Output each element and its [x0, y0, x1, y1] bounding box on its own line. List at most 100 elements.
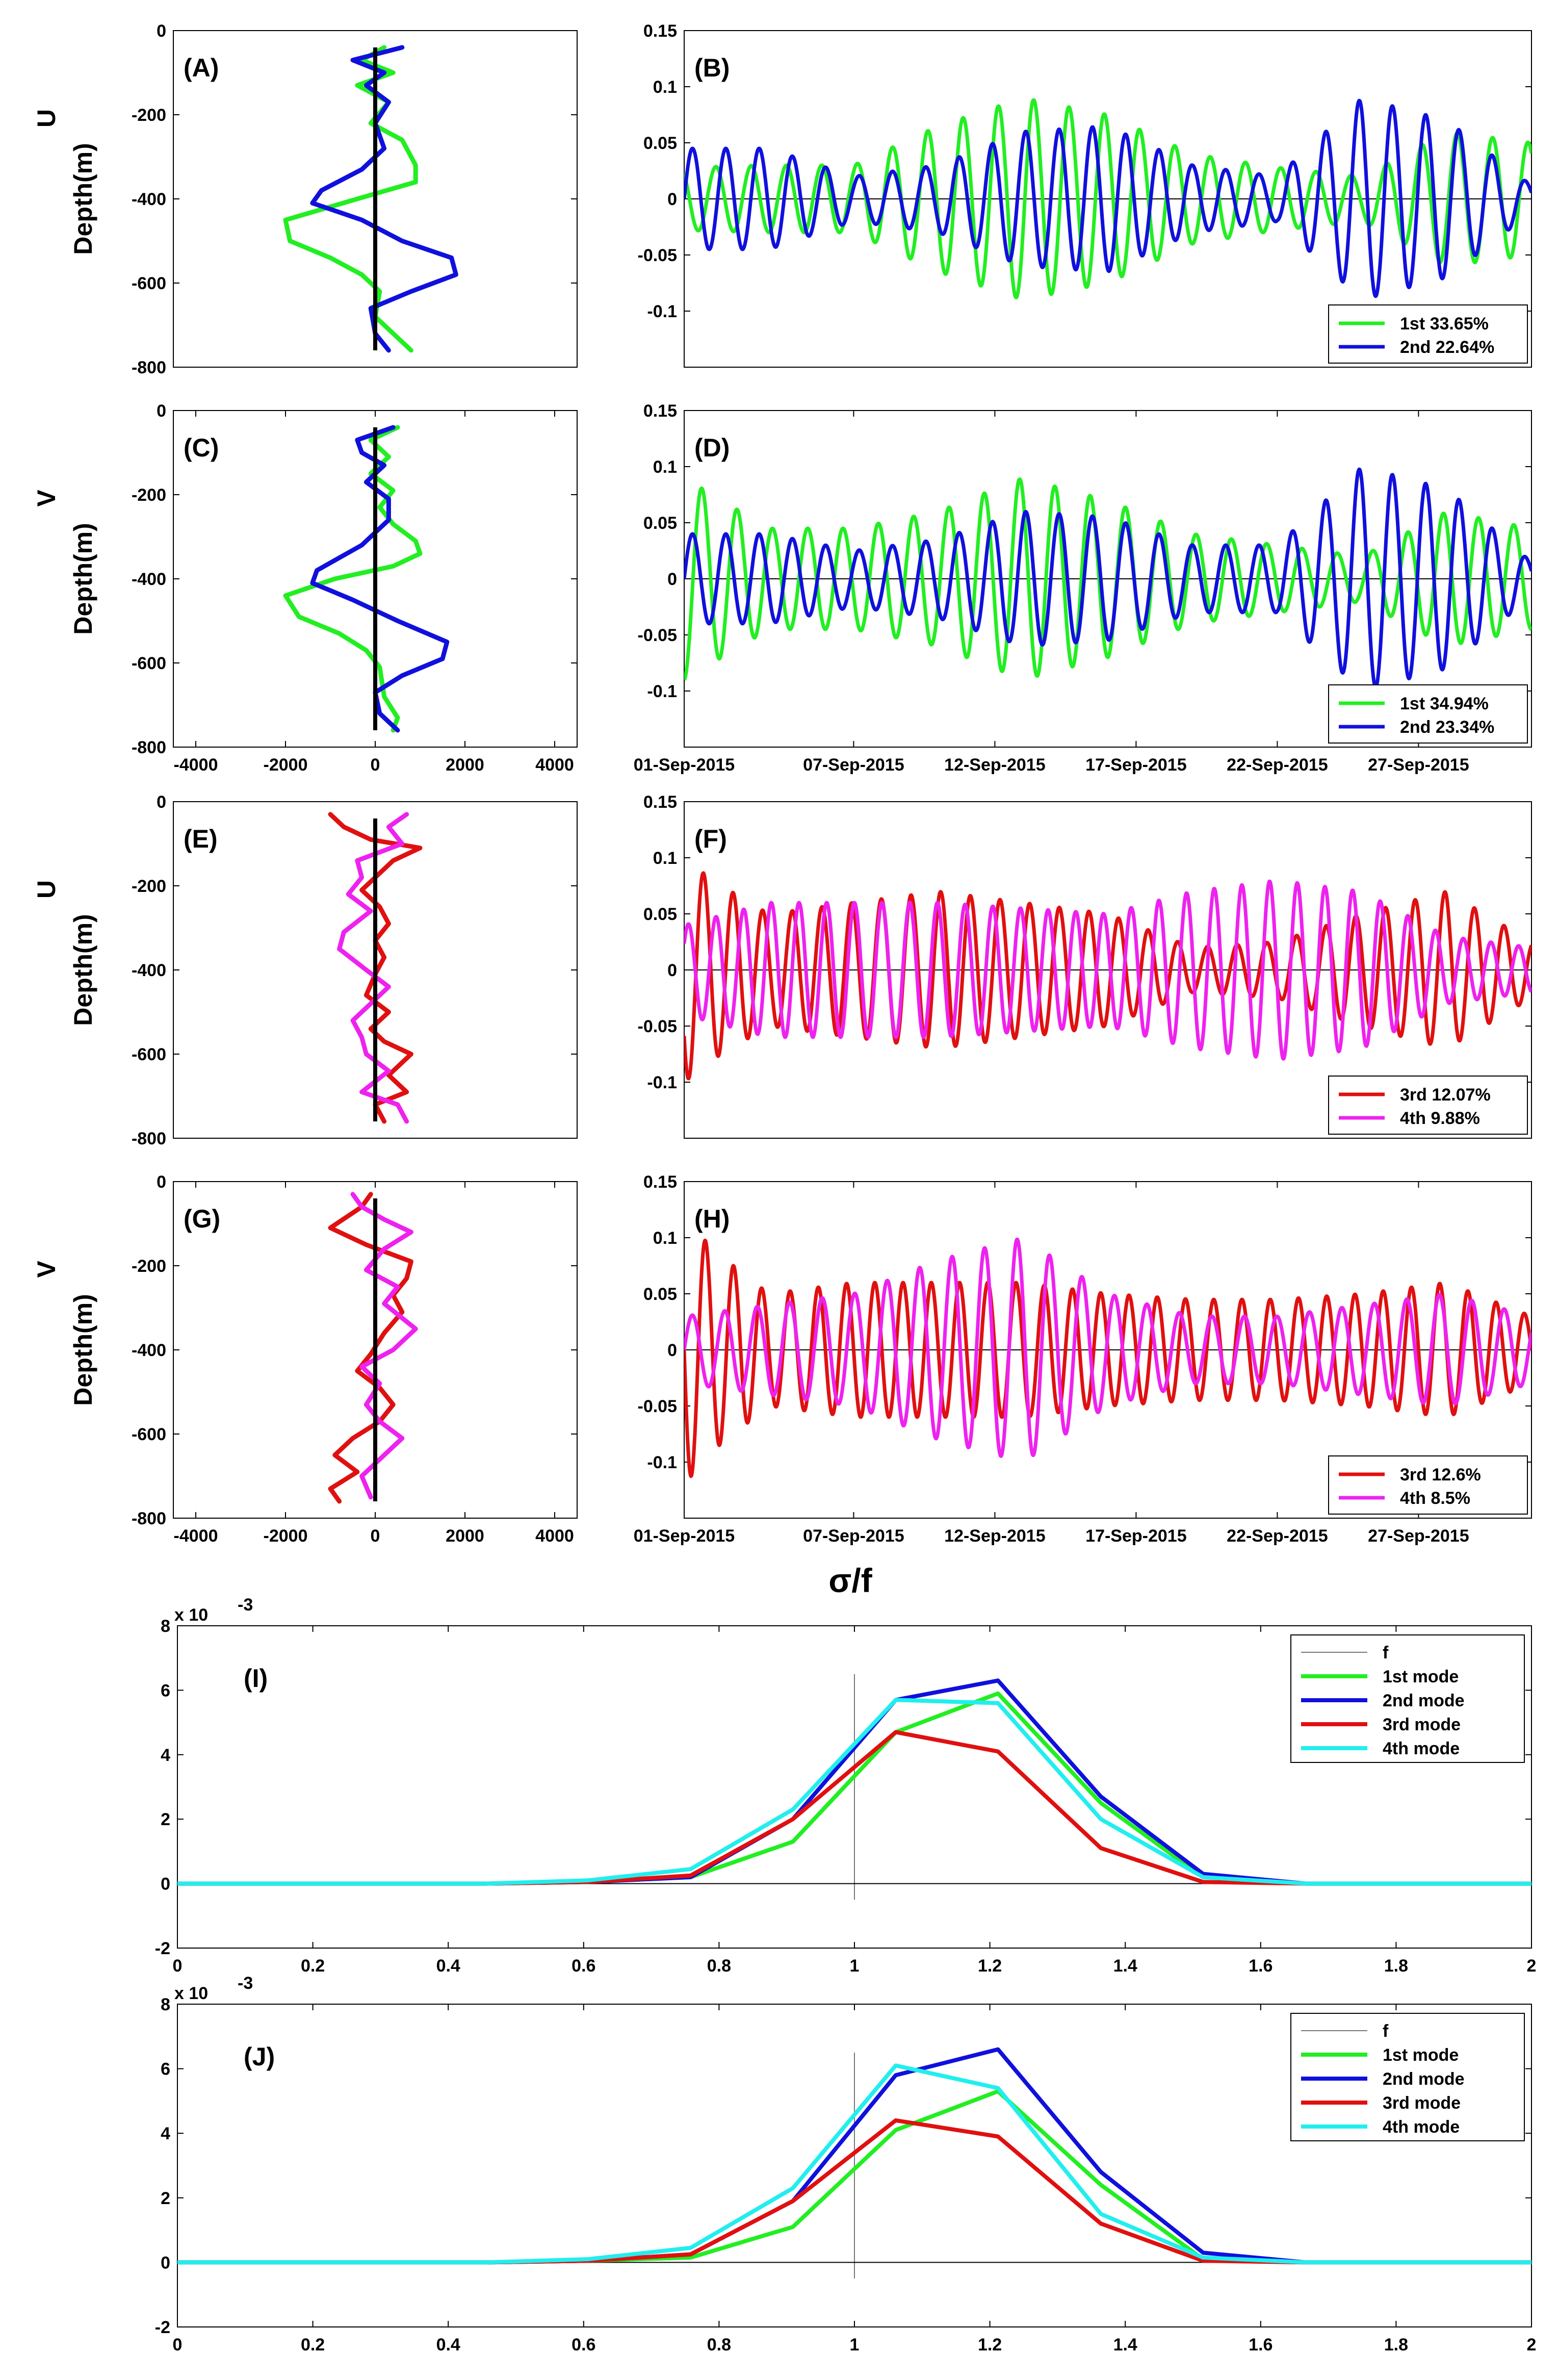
- plot-area: [328, 1192, 418, 1504]
- panel-label: (A): [184, 54, 219, 82]
- y-exponent: -3: [238, 1974, 253, 1993]
- legend-box: [1328, 304, 1528, 364]
- spectrum-line-4th-mode: [177, 1698, 1531, 1886]
- profile-line-1st: [283, 425, 423, 733]
- legend: 3rd 12.6% 4th 8.5%: [1328, 1455, 1528, 1515]
- x-tick-label: 0.6: [572, 2335, 595, 2355]
- y-tick-label: 2: [161, 2189, 170, 2208]
- plot-area: [684, 98, 1531, 299]
- x-tick-label: 01-Sep-2015: [634, 1526, 735, 1546]
- panel-label: (H): [694, 1205, 730, 1233]
- x-tick-label: 0: [371, 1526, 380, 1546]
- x-tick-label: 0: [371, 755, 380, 775]
- y-tick-label: -200: [132, 485, 166, 505]
- series-line-1st: [684, 477, 1531, 681]
- x-tick-label: 12-Sep-2015: [944, 755, 1045, 775]
- panel-e: 0 -200 -400 -600 -800 U Depth(m) (E): [32, 792, 578, 1148]
- y-tick-label: -0.1: [647, 682, 677, 701]
- x-tick-label: 1.2: [978, 2335, 1002, 2355]
- row-label: U: [32, 880, 61, 899]
- y-tick-label: 0.15: [643, 792, 677, 812]
- y-tick-label: 2: [161, 1810, 170, 1829]
- x-tick-label: 22-Sep-2015: [1227, 755, 1328, 775]
- legend-entry: 2nd 22.64%: [1400, 338, 1494, 357]
- x-tick-label: 2: [1527, 2335, 1537, 2355]
- x-tick-label: 0.8: [707, 2335, 731, 2355]
- legend-entry: 3rd 12.6%: [1400, 1465, 1481, 1485]
- legend: 3rd 12.07% 4th 9.88%: [1328, 1076, 1528, 1135]
- x-tick-label: -2000: [264, 755, 308, 775]
- panel-f: -0.1 -0.05 0 0.05 0.1 0.15 (F) 3rd 12.07% 4th 9.…: [638, 792, 1532, 1139]
- x-tick-label: 2000: [446, 1526, 484, 1546]
- y-tick-label: 0: [157, 401, 166, 421]
- x-tick-label: 07-Sep-2015: [803, 1526, 904, 1546]
- y-tick-label: -0.05: [638, 626, 678, 645]
- y-axis-label: Depth(m): [69, 143, 97, 254]
- legend: f 1st mode 2nd mode 3rd mode 4th mode: [1290, 1634, 1525, 1763]
- y-tick-label: 0: [161, 1875, 170, 1894]
- row-label: V: [32, 1261, 61, 1278]
- panel-label: (J): [244, 2042, 275, 2071]
- x-tick-label: 0.4: [436, 2335, 460, 2355]
- plot-area: [283, 45, 458, 353]
- legend-box: [1328, 684, 1528, 744]
- series-line-2nd: [684, 98, 1531, 298]
- profile-line-4th: [350, 1192, 418, 1500]
- profile-line-3rd: [328, 812, 423, 1124]
- x-tick-label: 1.6: [1249, 2335, 1273, 2355]
- y-tick-label: -800: [132, 358, 166, 377]
- panel-label: (G): [184, 1205, 220, 1233]
- y-tick-label: 0.1: [653, 1229, 677, 1248]
- series-line-4th: [684, 879, 1531, 1061]
- panel-g: 0 -200 -400 -600 -800 -4000 -2000 0 2000 4000 V Dep…: [32, 1172, 578, 1546]
- x-tick-label: 0.6: [572, 1956, 595, 1976]
- panel-label: (I): [244, 1664, 268, 1693]
- legend-entry: 3rd 12.07%: [1400, 1085, 1491, 1105]
- x-tick-label: 17-Sep-2015: [1085, 1526, 1186, 1546]
- row-label: V: [32, 490, 61, 507]
- y-tick-label: 0: [157, 792, 166, 812]
- y-tick-label: 0: [667, 570, 677, 589]
- y-tick-label: 0.15: [643, 1172, 677, 1192]
- legend-entry: 4th 8.5%: [1400, 1489, 1470, 1508]
- x-tick-label: 0.2: [301, 1956, 325, 1976]
- y-tick-label: -0.1: [647, 1453, 677, 1472]
- y-axis-label: Depth(m): [69, 914, 97, 1026]
- y-tick-label: -0.05: [638, 1397, 678, 1416]
- y-tick-label: 0: [157, 1172, 166, 1192]
- panel-c: 0 -200 -400 -600 -800 -4000 -2000 0 2000 4000 V Dep…: [32, 401, 578, 775]
- x-tick-label: 0.8: [707, 1956, 731, 1976]
- y-tick-label: -800: [132, 1509, 166, 1528]
- y-tick-label: -400: [132, 1341, 166, 1360]
- y-tick-label: 0: [157, 21, 166, 41]
- x-tick-label: 2: [1527, 1956, 1537, 1976]
- plot-area: [684, 871, 1531, 1081]
- y-tick-label: 0.05: [643, 1285, 677, 1304]
- legend-entry: f: [1383, 2021, 1389, 2041]
- profile-line-4th: [337, 812, 409, 1124]
- x-tick-label: 1.8: [1384, 2335, 1408, 2355]
- legend-entry: 1st mode: [1383, 1667, 1459, 1686]
- x-tick-label: 07-Sep-2015: [803, 755, 904, 775]
- x-tick-label: 1.8: [1384, 1956, 1408, 1976]
- y-tick-label: 0.1: [653, 78, 677, 97]
- y-tick-label: -800: [132, 738, 166, 757]
- x-tick-label: 4000: [535, 755, 574, 775]
- y-tick-label: 0: [667, 961, 677, 980]
- series-line-3rd: [684, 871, 1531, 1081]
- row-label: U: [32, 109, 61, 127]
- legend-entry: 1st 33.65%: [1400, 314, 1489, 334]
- y-tick-label: -400: [132, 570, 166, 589]
- series-line-4th: [684, 1237, 1531, 1458]
- legend: f 1st mode 2nd mode 3rd mode 4th mode: [1290, 2013, 1525, 2141]
- y-tick-label: -200: [132, 1257, 166, 1276]
- x-tick-label: 1: [850, 2335, 860, 2355]
- x-tick-label: 4000: [535, 1526, 574, 1546]
- y-tick-label: 6: [161, 1681, 170, 1700]
- spectrum-line-4th-mode: [177, 2063, 1531, 2265]
- y-tick-label: -0.05: [638, 246, 678, 265]
- y-tick-label: 0: [667, 190, 677, 209]
